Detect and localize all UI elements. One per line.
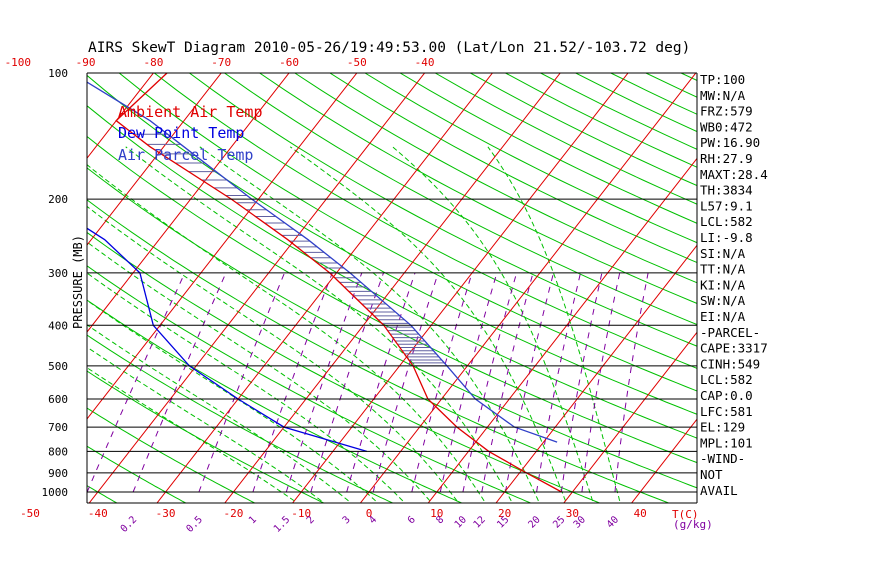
stability-index-text: WB0:472 <box>700 119 753 134</box>
stability-index-text: -PARCEL- <box>700 325 760 340</box>
stability-index-text: AVAIL <box>700 483 738 498</box>
pressure-tick-label: 700 <box>48 421 68 434</box>
stability-index-text: TT:N/A <box>700 262 746 277</box>
stability-index-text: KI:N/A <box>700 277 746 292</box>
bottom-temp-tick-label: -20 <box>223 507 243 520</box>
stability-index-text: MAXT:28.4 <box>700 167 768 182</box>
stability-index-text: SI:N/A <box>700 246 746 261</box>
bottom-temp-tick-label: -40 <box>88 507 108 520</box>
bottom-temp-tick-label: -30 <box>156 507 176 520</box>
pressure-tick-label: 200 <box>48 193 68 206</box>
stability-index-text: CAP:0.0 <box>700 388 753 403</box>
top-temp-tick-label: -60 <box>279 56 299 69</box>
stability-index-text: L57:9.1 <box>700 198 753 213</box>
stability-index-text: CINH:549 <box>700 356 760 371</box>
pressure-tick-label: 400 <box>48 319 68 332</box>
stability-index-text: TH:3834 <box>700 183 753 198</box>
stability-index-text: -WIND- <box>700 451 745 466</box>
legend-dew-point-temp: Dew Point Temp <box>118 124 244 142</box>
stability-index-text: EI:N/A <box>700 309 746 324</box>
legend-ambient-air-temp: Ambient Air Temp <box>118 103 263 121</box>
stability-index-text: SW:N/A <box>700 293 746 308</box>
stability-index-text: PW:16.90 <box>700 135 760 150</box>
top-temp-tick-label: -50 <box>347 56 367 69</box>
stability-index-text: LCL:582 <box>700 214 753 229</box>
stability-index-text: NOT <box>700 467 723 482</box>
pressure-tick-label: 800 <box>48 445 68 458</box>
pressure-tick-label: 1000 <box>42 486 69 499</box>
bottom-temp-tick-label: -50 <box>20 507 40 520</box>
top-temp-tick-label: -100 <box>5 56 32 69</box>
top-temp-tick-label: -90 <box>76 56 96 69</box>
stability-index-text: CAPE:3317 <box>700 341 768 356</box>
bottom-temp-tick-label: 40 <box>634 507 647 520</box>
pressure-tick-label: 600 <box>48 393 68 406</box>
stability-index-text: EL:129 <box>700 420 745 435</box>
pressure-tick-label: 300 <box>48 267 68 280</box>
stability-index-text: TP:100 <box>700 72 745 87</box>
pressure-tick-label: 900 <box>48 467 68 480</box>
stability-index-text: MPL:101 <box>700 435 753 450</box>
pressure-tick-label: 500 <box>48 360 68 373</box>
top-temp-tick-label: -80 <box>143 56 163 69</box>
y-axis-label: PRESSURE (MB) <box>71 235 85 329</box>
pressure-tick-label: 100 <box>48 67 68 80</box>
legend-air-parcel-temp: Air Parcel Temp <box>118 146 253 164</box>
mixing-ratio-unit: (g/kg) <box>673 518 713 531</box>
stability-index-text: FRZ:579 <box>700 104 753 119</box>
stability-index-text: MW:N/A <box>700 88 746 103</box>
top-temp-tick-label: -40 <box>415 56 435 69</box>
stability-index-text: LCL:582 <box>700 372 753 387</box>
top-temp-tick-label: -70 <box>211 56 231 69</box>
chart-title: AIRS SkewT Diagram 2010-05-26/19:49:53.0… <box>88 40 690 56</box>
stability-index-text: LI:-9.8 <box>700 230 753 245</box>
stability-index-text: LFC:581 <box>700 404 753 419</box>
stability-index-text: RH:27.9 <box>700 151 753 166</box>
